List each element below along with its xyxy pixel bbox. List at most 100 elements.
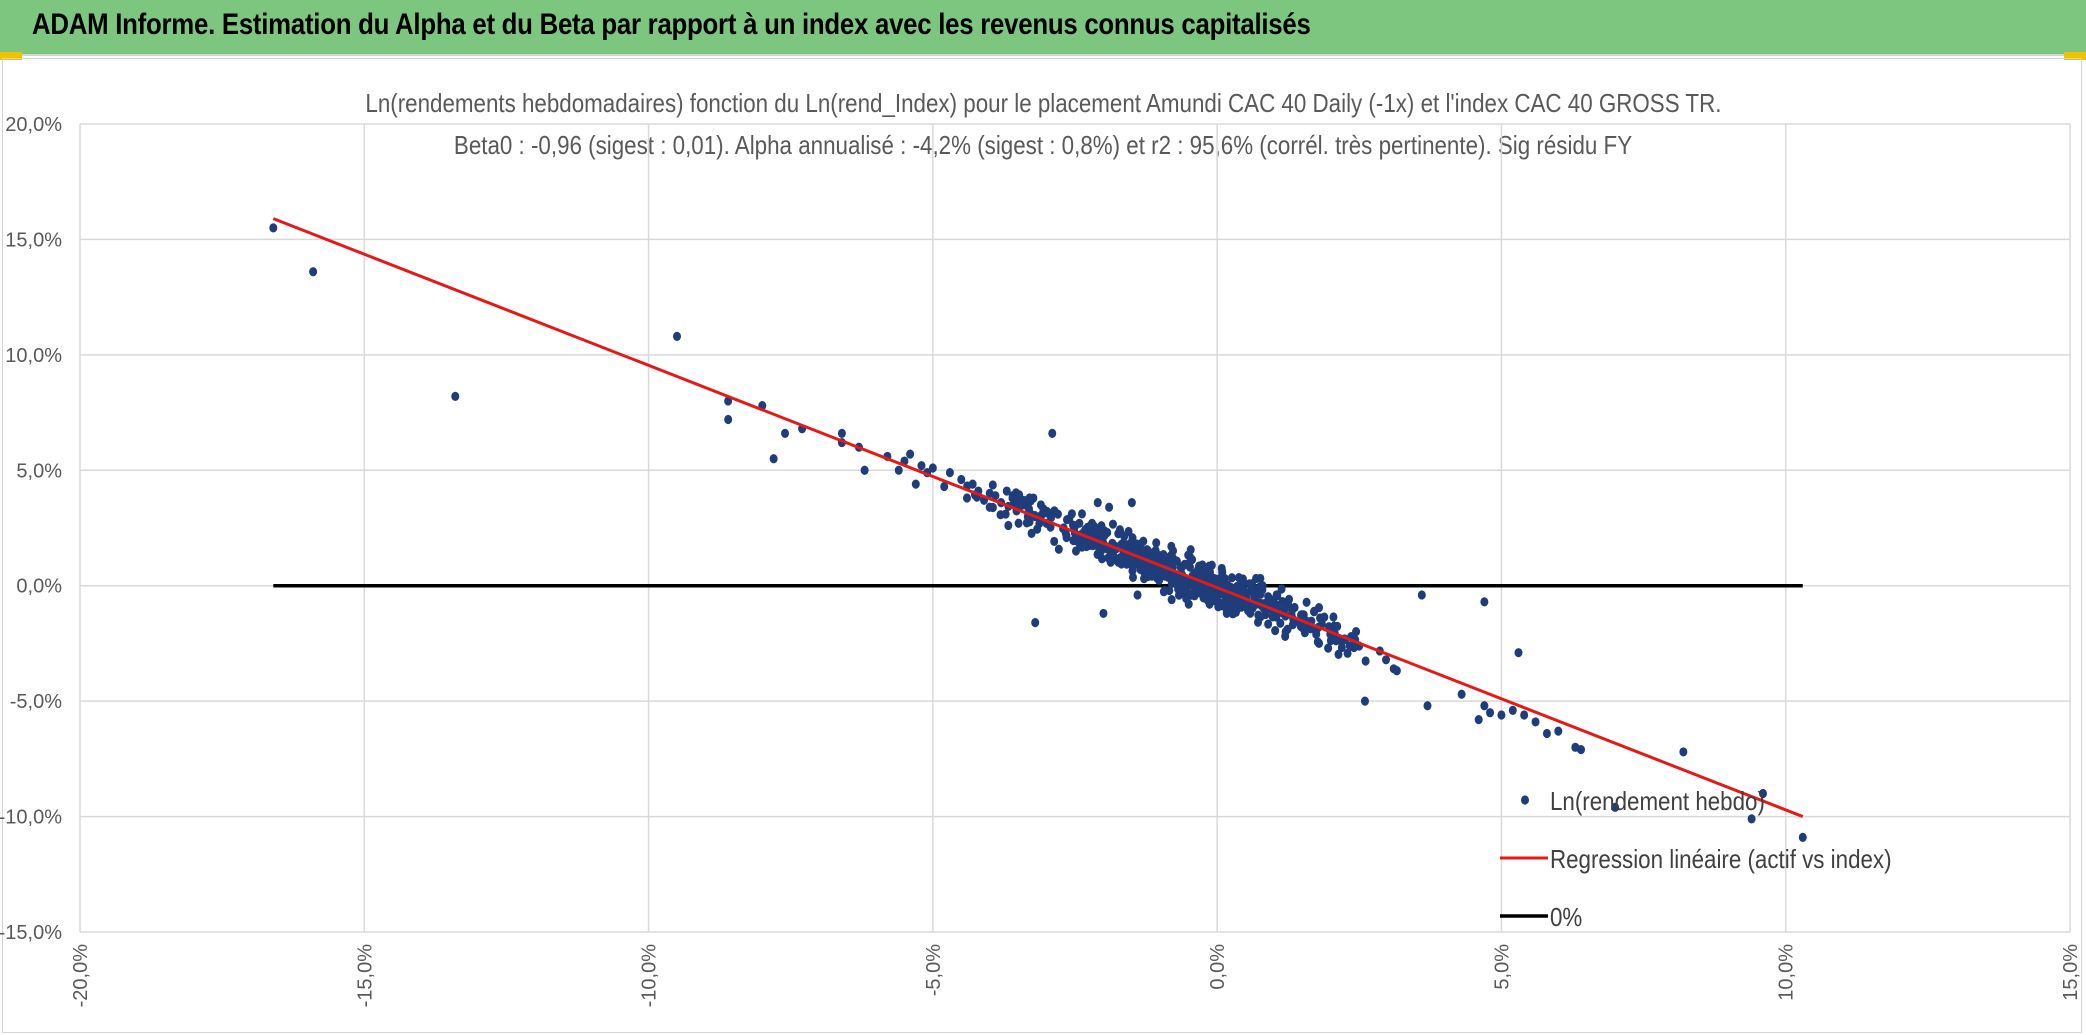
scatter-point <box>1352 627 1361 637</box>
scatter-point <box>917 461 926 471</box>
scatter-point <box>1088 518 1097 528</box>
scatter-point <box>940 481 949 492</box>
scatter-point <box>1238 578 1247 589</box>
scatter-point <box>1218 598 1227 608</box>
scatter-point <box>1182 582 1191 592</box>
scatter-point <box>1542 728 1551 739</box>
scatter-point <box>837 428 846 438</box>
scatter-point <box>1554 726 1563 736</box>
scatter-point <box>1281 631 1290 642</box>
scatter-point <box>1333 621 1342 631</box>
scatter-point <box>1098 527 1107 538</box>
scatter-point <box>724 414 733 425</box>
scatter-point <box>1065 514 1074 524</box>
scatter-point <box>1360 696 1369 706</box>
scatter-point <box>1050 536 1059 547</box>
scatter-point <box>1106 550 1115 560</box>
scatter-point <box>1382 655 1391 665</box>
x-tick-label: 0,0% <box>1207 944 1229 990</box>
scatter-point <box>309 267 318 277</box>
scatter-point <box>673 331 681 341</box>
scatter-point <box>1278 597 1287 607</box>
scatter-point <box>1290 602 1299 613</box>
scatter-point <box>1283 624 1292 634</box>
chart-subtitle-text: Beta0 : -0,96 (sigest : 0,01). Alpha ann… <box>448 130 1638 161</box>
scatter-point <box>1313 637 1322 647</box>
scatter-point <box>1156 571 1165 581</box>
scatter-point <box>1343 648 1352 658</box>
scatter-point <box>1035 518 1044 528</box>
scatter-point <box>988 480 997 490</box>
x-tick-label: -10,0% <box>639 944 661 1008</box>
scatter-point <box>1223 580 1232 590</box>
scatter-point <box>894 465 903 475</box>
scatter-point <box>1297 610 1306 620</box>
scatter-point <box>1169 546 1178 556</box>
scatter-point <box>1167 594 1176 605</box>
scatter-point <box>1008 493 1017 503</box>
report-title: ADAM Informe. Estimation du Alpha et du … <box>32 8 1311 41</box>
scatter-point <box>957 474 966 485</box>
scatter-point <box>1186 545 1195 555</box>
scatter-point <box>945 467 954 478</box>
scatter-point <box>1139 536 1148 546</box>
scatter-point <box>1227 573 1236 583</box>
corner-marker-right <box>2064 52 2086 60</box>
y-tick-label: 5,0% <box>16 460 62 482</box>
scatter-point <box>962 493 971 503</box>
scatter-point <box>1520 710 1529 720</box>
scatter-point <box>1276 618 1285 628</box>
scatter-point <box>1310 606 1319 616</box>
scatter-point <box>1361 656 1370 666</box>
scatter-point <box>1312 629 1321 639</box>
scatter-point <box>1161 585 1170 596</box>
scatter-point <box>1480 701 1489 711</box>
scatter-point <box>985 502 994 512</box>
scatter-point <box>1508 705 1517 715</box>
scatter-point <box>1159 551 1168 561</box>
y-tick-label: -10,0% <box>0 807 62 829</box>
scatter-point <box>1300 628 1309 638</box>
scatter-point <box>1004 520 1013 531</box>
scatter-point <box>1042 507 1051 517</box>
scatter-point <box>1329 612 1338 622</box>
scatter-point <box>1256 612 1265 622</box>
x-tick-label: -5,0% <box>923 944 945 996</box>
y-tick-label: 20,0% <box>5 114 62 136</box>
scatter-point <box>1128 544 1137 554</box>
legend-label: 0% <box>1550 903 1582 932</box>
scatter-point <box>1611 802 1620 812</box>
scatter-point <box>928 463 937 473</box>
scatter-point <box>1423 701 1432 711</box>
scatter-point <box>1204 587 1213 597</box>
chart-subtitle: Beta0 : -0,96 (sigest : 0,01). Alpha ann… <box>0 130 2086 161</box>
chart-frame <box>2 58 2082 1033</box>
scatter-point <box>1093 498 1102 508</box>
x-tick-label: 15,0% <box>2060 944 2082 1001</box>
scatter-point <box>1048 428 1057 438</box>
x-tick-label: 5,0% <box>1491 944 1513 990</box>
scatter-point <box>1127 498 1136 508</box>
scatter-point <box>1036 500 1045 510</box>
scatter-point <box>1480 597 1489 607</box>
scatter-point <box>1114 529 1123 539</box>
scatter-point <box>1152 538 1161 548</box>
scatter-point <box>1320 612 1329 622</box>
scatter-point <box>1106 557 1115 567</box>
scatter-point <box>1350 642 1359 653</box>
x-tick-label: -20,0% <box>70 944 92 1008</box>
scatter-point <box>1136 564 1145 574</box>
scatter-point <box>769 454 778 464</box>
scatter-point <box>1205 599 1214 609</box>
y-tick-label: -5,0% <box>10 691 62 713</box>
scatter-point <box>1014 518 1023 528</box>
scatter-point <box>1264 619 1273 629</box>
scatter-point <box>1077 509 1086 519</box>
scatter-point <box>1213 591 1222 601</box>
scatter-point <box>1417 590 1426 600</box>
scatter-point <box>1195 588 1204 598</box>
scatter-point <box>1258 581 1267 591</box>
scatter-point <box>968 479 977 489</box>
scatter-point <box>1514 648 1523 658</box>
corner-marker-left <box>0 52 22 60</box>
